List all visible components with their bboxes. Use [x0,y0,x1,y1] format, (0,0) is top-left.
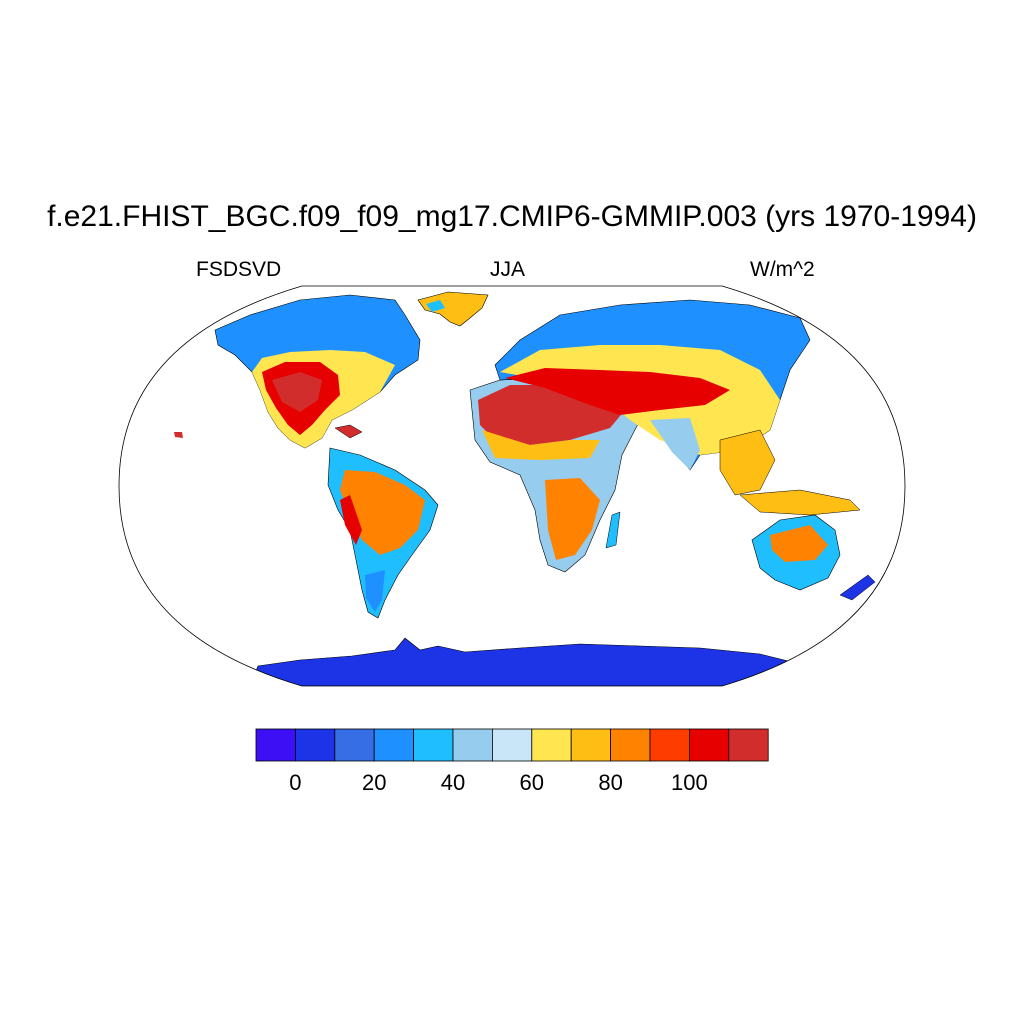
colorbar-swatch-5 [452,728,493,762]
colorbar-swatch-7 [531,728,572,762]
plot-title: f.e21.FHIST_BGC.f09_f09_mg17.CMIP6-GMMIP… [47,200,977,233]
australia-warm [770,525,828,562]
colorbar-tick-label: 20 [362,770,386,795]
new-zealand-region [839,574,876,601]
map-boundary [118,285,906,687]
colorbar-swatch-12 [728,728,769,762]
caribbean-region [334,424,363,439]
season-label: JJA [490,258,526,281]
colorbar-tick-label: 100 [671,770,708,795]
colorbar-swatch-8 [570,728,612,762]
sahel-warm [482,430,600,460]
hawaii-region [174,432,183,438]
variable-label: FSDSVD [196,258,282,281]
colorbar-swatch-11 [689,728,730,762]
colorbar-swatch-2 [334,728,375,762]
north-america-core [272,372,322,412]
eurasia-hot [505,368,730,415]
colorbar-tick-label: 40 [441,770,465,795]
colorbar-swatch-9 [610,728,651,762]
south-america-warm [340,470,425,555]
madagascar-region [605,511,621,549]
colorbar-swatch-10 [649,728,690,762]
colorbar-swatch-0 [255,728,296,762]
colorbar-swatch-1 [294,728,336,762]
colorbar-swatch-3 [373,728,415,762]
southern-africa-warm [545,478,600,560]
colorbar-swatch-4 [413,728,454,762]
greenland-coast [426,300,445,312]
south-america-south [365,570,385,612]
colorbar-tick-label: 0 [289,770,301,795]
units-label: W/m^2 [750,258,815,281]
colorbar-swatch-6 [491,728,533,762]
south-america-hot [340,495,362,545]
indonesia-region [739,489,861,516]
colorbar-tick-label: 60 [520,770,544,795]
india-region [650,418,700,470]
greenland-region [417,291,489,327]
colorbar-tick-label: 80 [598,770,622,795]
southeast-asia-region [719,429,776,496]
antarctica-region [249,637,801,686]
